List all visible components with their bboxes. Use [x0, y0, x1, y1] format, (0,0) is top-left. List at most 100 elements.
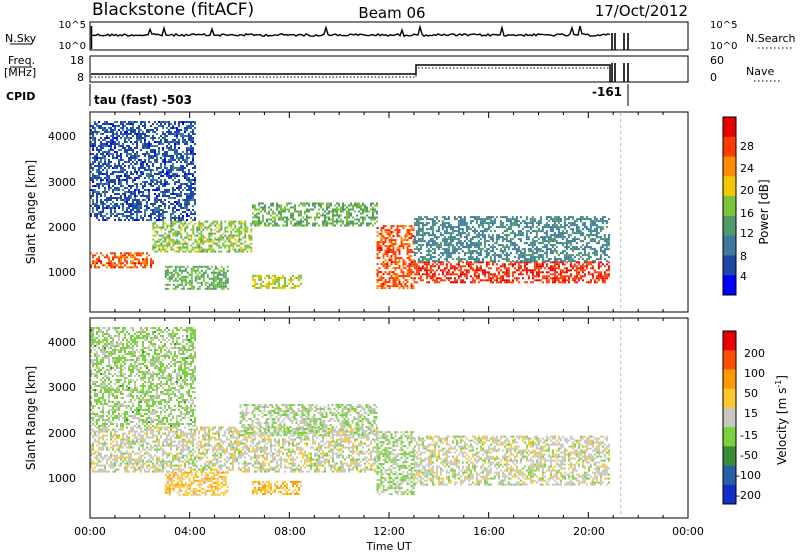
- velocity-feature-3: [413, 435, 610, 486]
- vel-cbar-swatch-0: [723, 331, 736, 351]
- power-cbar-swatch-3: [723, 176, 736, 197]
- vel-cbar-swatch-5: [723, 427, 736, 447]
- vel-cbar-tick-100: 100: [744, 367, 765, 380]
- vel-cbar-swatch-8: [723, 484, 736, 505]
- velocity-ytick-1000: 1000: [48, 472, 76, 485]
- vel-cbar-swatch-6: [723, 446, 736, 467]
- xtick-2400: 00:00: [672, 525, 704, 538]
- power-cbar-swatch-8: [723, 275, 736, 296]
- velocity-ytick-3000: 3000: [48, 381, 76, 394]
- vel-cbar-swatch-4: [723, 407, 736, 428]
- power-ytick-1000: 1000: [48, 266, 76, 279]
- power-ytick-2000: 2000: [48, 221, 76, 234]
- power-cbar-swatch-5: [723, 215, 736, 237]
- velocity-ytick-4000: 4000: [48, 336, 76, 349]
- vel-cbar-label: Velocity [m s-1]: [774, 375, 789, 465]
- freq-tick-bottom: 8: [77, 71, 84, 84]
- power-cbar-tick-4: 4: [740, 270, 747, 283]
- xtick-2000: 20:00: [573, 525, 605, 538]
- power-cbar-swatch-7: [723, 255, 736, 276]
- xtick-1200: 12:00: [373, 525, 405, 538]
- power-ylabel: Slant Range [km]: [24, 160, 38, 264]
- power-feature-6: [164, 265, 229, 290]
- power-cbar-tick-24: 24: [740, 162, 754, 175]
- cpid-row: CPID tau (fast) -503 -161: [6, 84, 629, 107]
- power-cbar-tick-12: 12: [740, 227, 754, 240]
- velocity-feature-1: [239, 404, 378, 436]
- power-feature-4: [413, 261, 610, 284]
- vel-cbar-swatch-2: [723, 369, 736, 390]
- power-cbar-swatch-0: [723, 117, 736, 138]
- vel-cbar-tick-neg200: -200: [736, 489, 761, 502]
- vel-cbar-tick-50: 50: [744, 387, 758, 400]
- power-feature-7: [252, 274, 302, 289]
- velocity-feature-0: [90, 426, 378, 473]
- beam-title: Beam 06: [358, 4, 425, 22]
- freq-tick-top: 18: [70, 54, 84, 67]
- power-cbar-swatch-6: [723, 235, 736, 256]
- xtick-0800: 08:00: [274, 525, 306, 538]
- power-feature-5: [413, 216, 610, 263]
- vel-cbar-tick-neg15: -15: [740, 429, 758, 442]
- velocity-ytick-2000: 2000: [48, 427, 76, 440]
- power-cbar-tick-20: 20: [740, 184, 754, 197]
- vel-cbar-swatch-7: [723, 465, 736, 486]
- power-ytick-3000: 3000: [48, 176, 76, 189]
- nave-trace: [91, 67, 610, 78]
- cpid-label: CPID: [6, 90, 35, 103]
- cpid-marker: -161: [592, 85, 622, 99]
- vel-cbar-tick-15: 15: [744, 407, 758, 420]
- nsky-panel: N.Sky 10^5 10^0 10^5 10^0 N.Search: [5, 20, 796, 52]
- nave-tick-bottom: 0: [710, 71, 717, 84]
- xtick-0400: 04:00: [174, 525, 206, 538]
- power-cbar-label: Power [dB]: [757, 179, 771, 244]
- velocity-colorbar: 200 100 50 15 -15 -50 -100 -200 Velocity…: [722, 330, 789, 505]
- power-cbar-swatch-2: [723, 156, 736, 177]
- power-feature-0: [90, 252, 154, 269]
- date-title: 17/Oct/2012: [595, 2, 688, 20]
- vel-cbar-tick-neg100: -100: [736, 469, 761, 482]
- freq-panel: Freq. [MHz] 18 8 60 0 Nave: [4, 54, 780, 84]
- cpid-text: tau (fast) -503: [94, 93, 192, 107]
- power-cbar-tick-16: 16: [740, 207, 754, 220]
- power-feature-3: [376, 225, 415, 290]
- nave-label: Nave: [746, 65, 774, 78]
- power-panel: 4000 3000 2000 1000 Slant Range [km]: [24, 111, 689, 313]
- power-feature-8: [90, 121, 196, 221]
- nsearch-label: N.Search: [746, 32, 796, 45]
- power-cbar-tick-8: 8: [740, 250, 747, 263]
- freq-trace: [91, 64, 611, 82]
- velocity-data: [90, 319, 622, 517]
- xtick-1600: 16:00: [473, 525, 505, 538]
- nsky-tick-top: 10^5: [59, 20, 86, 31]
- vel-cbar-tick-200: 200: [744, 347, 765, 360]
- power-feature-1: [152, 220, 253, 253]
- velocity-feature-5: [252, 480, 302, 495]
- freq-label-line1: Freq.: [8, 54, 35, 67]
- velocity-panel: 4000 3000 2000 1000 Slant Range [km]: [24, 317, 689, 519]
- velocity-ylabel: Slant Range [km]: [24, 366, 38, 470]
- station-title: Blackstone (fitACF): [92, 0, 254, 20]
- power-cbar-tick-28: 28: [740, 140, 754, 153]
- power-feature-2: [252, 202, 378, 227]
- nsky-tick-bottom: 10^0: [59, 41, 86, 52]
- power-ytick-4000: 4000: [48, 130, 76, 143]
- velocity-feature-4: [164, 471, 229, 496]
- freq-label-line2: [MHz]: [4, 66, 36, 79]
- x-axis-label: Time UT: [365, 540, 411, 553]
- vel-cbar-tick-neg50: -50: [740, 449, 758, 462]
- power-cbar-swatch-1: [723, 136, 736, 158]
- xtick-0000: 00:00: [74, 525, 106, 538]
- nave-tick-top: 60: [710, 54, 724, 67]
- nsky-trace: [91, 24, 611, 38]
- velocity-feature-6: [90, 327, 196, 427]
- nsearch-tick-bottom: 10^0: [710, 41, 737, 52]
- vel-cbar-swatch-3: [723, 388, 736, 409]
- power-colorbar: 28 24 20 16 12 8 4 Power [dB]: [722, 116, 771, 296]
- power-data: [90, 113, 622, 311]
- vel-cbar-swatch-1: [723, 350, 736, 370]
- x-axis: 00:00 04:00 08:00 12:00 16:00 20:00 00:0…: [74, 525, 704, 553]
- power-cbar-swatch-4: [723, 196, 736, 217]
- nsearch-tick-top: 10^5: [710, 20, 737, 31]
